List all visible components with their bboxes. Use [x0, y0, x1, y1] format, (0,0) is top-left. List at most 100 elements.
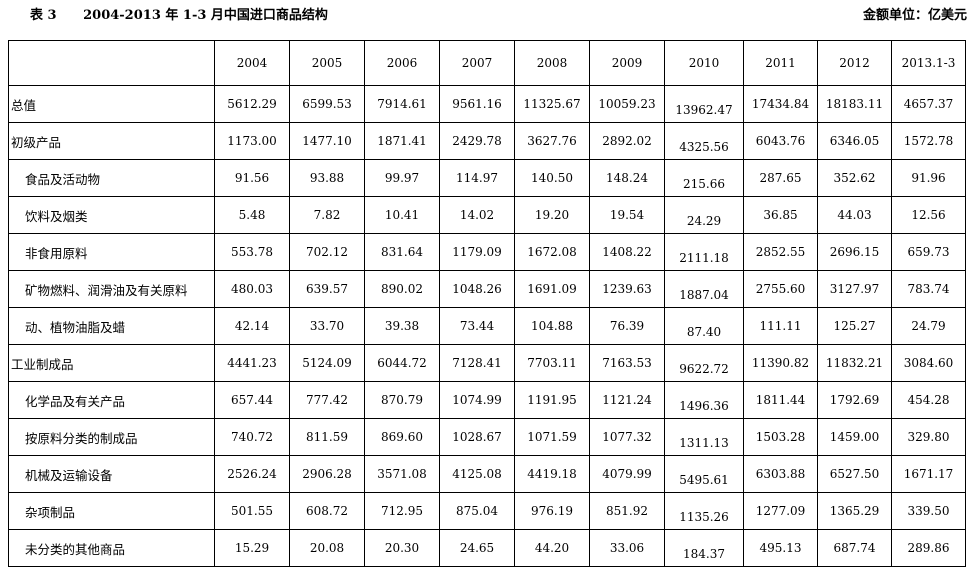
table-cell: 6044.72 — [364, 344, 440, 382]
table-cell: 39.38 — [364, 307, 440, 345]
table-cell: 1408.22 — [589, 233, 665, 271]
table-cell: 495.13 — [743, 529, 818, 567]
header-cell-year: 2011 — [743, 40, 818, 86]
table-row: 总值 5612.29 6599.53 7914.61 9561.16 11325.67 10… — [8, 85, 966, 123]
table-cell: 1496.36 — [664, 381, 744, 419]
table-cell: 12.56 — [891, 196, 966, 234]
import-structure-table: 2004 2005 2006 2007 2008 2009 2010 2011 2012 2013… — [8, 40, 966, 567]
table-number: 表 3 — [30, 8, 57, 23]
table-cell: 1311.13 — [664, 418, 744, 456]
table-cell: 7914.61 — [364, 85, 440, 123]
table-cell: 1071.59 — [514, 418, 590, 456]
table-cell: 1048.26 — [439, 270, 515, 308]
table-cell: 11390.82 — [743, 344, 818, 382]
table-row: 工业制成品 4441.23 5124.09 6044.72 7128.41 7703.11… — [8, 344, 966, 382]
table-cell: 24.29 — [664, 196, 744, 234]
table-cell: 870.79 — [364, 381, 440, 419]
table-caption: 表 3 2004-2013 年 1-3 月中国进口商品结构 — [30, 4, 328, 23]
table-row: 按原料分类的制成品 740.72 811.59 869.60 1028.67 1071.5… — [8, 418, 966, 456]
table-cell: 3627.76 — [514, 122, 590, 160]
table-cell: 13962.47 — [664, 85, 744, 123]
table-row: 食品及活动物 91.56 93.88 99.97 114.97 140.50 148.24 2… — [8, 159, 966, 197]
table-cell: 215.66 — [664, 159, 744, 197]
table-cell: 2892.02 — [589, 122, 665, 160]
table-cell: 1503.28 — [743, 418, 818, 456]
table-cell: 184.37 — [664, 529, 744, 567]
table-cell: 783.74 — [891, 270, 966, 308]
table-cell: 5495.61 — [664, 455, 744, 493]
table-cell: 87.40 — [664, 307, 744, 345]
row-label: 未分类的其他商品 — [8, 529, 215, 567]
table-cell: 2755.60 — [743, 270, 818, 308]
table-cell: 33.70 — [289, 307, 365, 345]
table-cell: 9622.72 — [664, 344, 744, 382]
table-cell: 3084.60 — [891, 344, 966, 382]
table-cell: 2906.28 — [289, 455, 365, 493]
table-row: 矿物燃料、润滑油及有关原料 480.03 639.57 890.02 1048.26 16… — [8, 270, 966, 308]
table-cell: 2429.78 — [439, 122, 515, 160]
table-cell: 93.88 — [289, 159, 365, 197]
table-row: 动、植物油脂及蜡 42.14 33.70 39.38 73.44 104.88 76.39 8… — [8, 307, 966, 345]
table-cell: 851.92 — [589, 492, 665, 530]
table-cell: 811.59 — [289, 418, 365, 456]
table-cell: 3127.97 — [817, 270, 892, 308]
row-label: 矿物燃料、润滑油及有关原料 — [8, 270, 215, 308]
table-cell: 890.02 — [364, 270, 440, 308]
table-cell: 1028.67 — [439, 418, 515, 456]
table-cell: 148.24 — [589, 159, 665, 197]
table-cell: 657.44 — [214, 381, 290, 419]
table-cell: 287.65 — [743, 159, 818, 197]
table-cell: 6599.53 — [289, 85, 365, 123]
table-cell: 44.20 — [514, 529, 590, 567]
table-cell: 91.96 — [891, 159, 966, 197]
table-cell: 1792.69 — [817, 381, 892, 419]
table-cell: 91.56 — [214, 159, 290, 197]
header-cell-year: 2006 — [364, 40, 440, 86]
header-cell-year: 2013.1-3 — [891, 40, 966, 86]
unit-label: 金额单位：亿美元 — [862, 8, 967, 23]
table-cell: 1811.44 — [743, 381, 818, 419]
table-cell: 4657.37 — [891, 85, 966, 123]
table-cell: 4441.23 — [214, 344, 290, 382]
table-row: 饮料及烟类 5.48 7.82 10.41 14.02 19.20 19.54 24.29 36… — [8, 196, 966, 234]
header-cell-year: 2007 — [439, 40, 515, 86]
table-cell: 777.42 — [289, 381, 365, 419]
table-cell: 702.12 — [289, 233, 365, 271]
header-cell-year: 2005 — [289, 40, 365, 86]
table-cell: 608.72 — [289, 492, 365, 530]
table-cell: 740.72 — [214, 418, 290, 456]
table-cell: 10059.23 — [589, 85, 665, 123]
header-cell-year: 2004 — [214, 40, 290, 86]
header-cell-category — [8, 40, 215, 86]
table-cell: 104.88 — [514, 307, 590, 345]
table-cell: 5612.29 — [214, 85, 290, 123]
table-cell: 7128.41 — [439, 344, 515, 382]
table-cell: 454.28 — [891, 381, 966, 419]
table-cell: 73.44 — [439, 307, 515, 345]
table-cell: 1074.99 — [439, 381, 515, 419]
table-cell: 114.97 — [439, 159, 515, 197]
table-cell: 17434.84 — [743, 85, 818, 123]
table-cell: 5124.09 — [289, 344, 365, 382]
table-row: 化学品及有关产品 657.44 777.42 870.79 1074.99 1191.95… — [8, 381, 966, 419]
table-cell: 33.06 — [589, 529, 665, 567]
header-cell-year: 2009 — [589, 40, 665, 86]
table-cell: 111.11 — [743, 307, 818, 345]
table-cell: 1365.29 — [817, 492, 892, 530]
table-cell: 3571.08 — [364, 455, 440, 493]
table-cell: 4125.08 — [439, 455, 515, 493]
table-cell: 4325.56 — [664, 122, 744, 160]
table-cell: 9561.16 — [439, 85, 515, 123]
table-cell: 6527.50 — [817, 455, 892, 493]
table-cell: 289.86 — [891, 529, 966, 567]
row-label: 杂项制品 — [8, 492, 215, 530]
row-label: 非食用原料 — [8, 233, 215, 271]
table-cell: 24.79 — [891, 307, 966, 345]
table-cell: 76.39 — [589, 307, 665, 345]
table-cell: 976.19 — [514, 492, 590, 530]
table-cell: 1671.17 — [891, 455, 966, 493]
table-row: 非食用原料 553.78 702.12 831.64 1179.09 1672.08 140… — [8, 233, 966, 271]
table-row: 杂项制品 501.55 608.72 712.95 875.04 976.19 851.92… — [8, 492, 966, 530]
table-cell: 1672.08 — [514, 233, 590, 271]
row-label: 食品及活动物 — [8, 159, 215, 197]
